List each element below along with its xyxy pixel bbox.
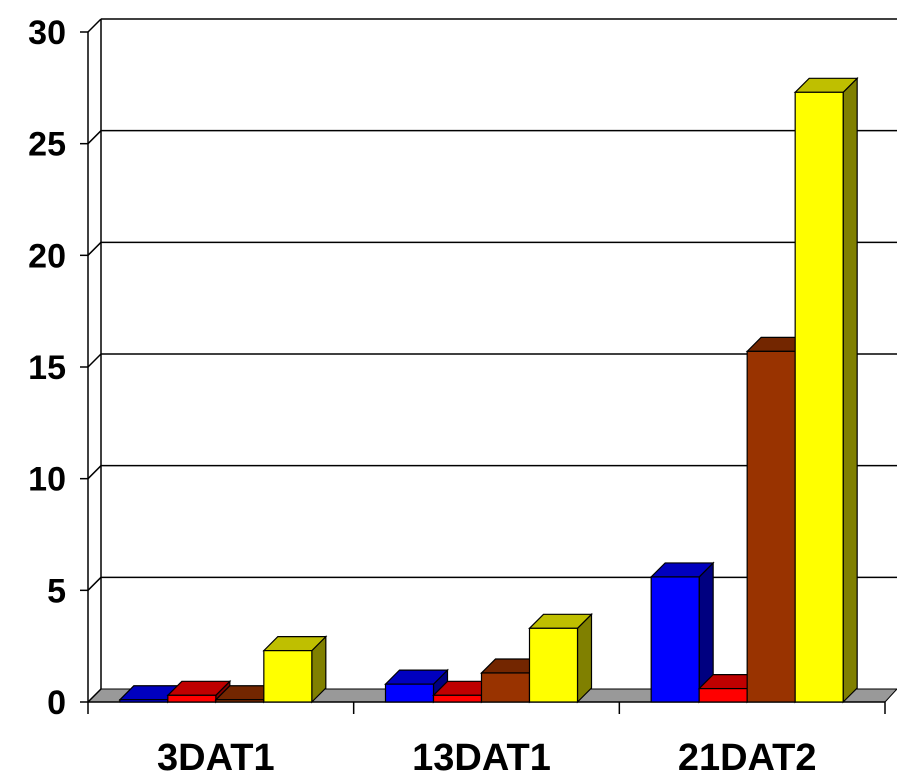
bar-front: [528, 627, 579, 703]
bar-front: [215, 699, 265, 703]
bar-front: [746, 350, 796, 703]
bar: [697, 673, 763, 704]
y-axis-depth-tick: [87, 688, 102, 703]
bar-front: [432, 694, 483, 703]
x-tick-label: 3DAT1: [157, 737, 275, 778]
bar: [262, 635, 328, 704]
bar-front: [794, 91, 844, 703]
bar-front: [698, 687, 748, 703]
x-tick-labels: 3DAT1 13DAT1 21DAT2: [157, 737, 816, 778]
y-tick-label: 0: [47, 684, 66, 722]
y-tick-label: 20: [28, 237, 66, 275]
y-tick-label: 5: [47, 572, 66, 610]
y-tick-label: 10: [28, 461, 66, 499]
bar: [793, 76, 859, 704]
y-tick-labels: 0 5 10 15 20 25 30: [28, 14, 66, 722]
bar-front: [167, 694, 217, 703]
bar-front: [480, 672, 531, 703]
bar-front: [650, 576, 700, 703]
y-axis-depth-tick: [87, 465, 102, 480]
bar-front: [119, 699, 169, 703]
y-tick-label: 15: [28, 349, 66, 387]
y-axis-depth-tick: [87, 576, 102, 591]
bar-front: [384, 683, 435, 703]
y-tick-label: 25: [28, 126, 66, 164]
bar-side: [842, 76, 858, 704]
bar: [384, 668, 449, 704]
y-axis-depth-tick: [87, 130, 102, 145]
y-axis-depth-tick: [87, 18, 102, 33]
x-tick-label: 21DAT2: [678, 737, 817, 778]
bar-front: [263, 650, 313, 703]
bar: [649, 561, 715, 704]
bars: [118, 76, 859, 704]
y-axis-depth-tick: [87, 353, 102, 368]
bar: [528, 612, 593, 704]
y-axis-depth-tick: [87, 241, 102, 256]
y-tick-label: 30: [28, 14, 66, 52]
x-tick-label: 13DAT1: [412, 737, 551, 778]
bar-side: [576, 612, 593, 704]
